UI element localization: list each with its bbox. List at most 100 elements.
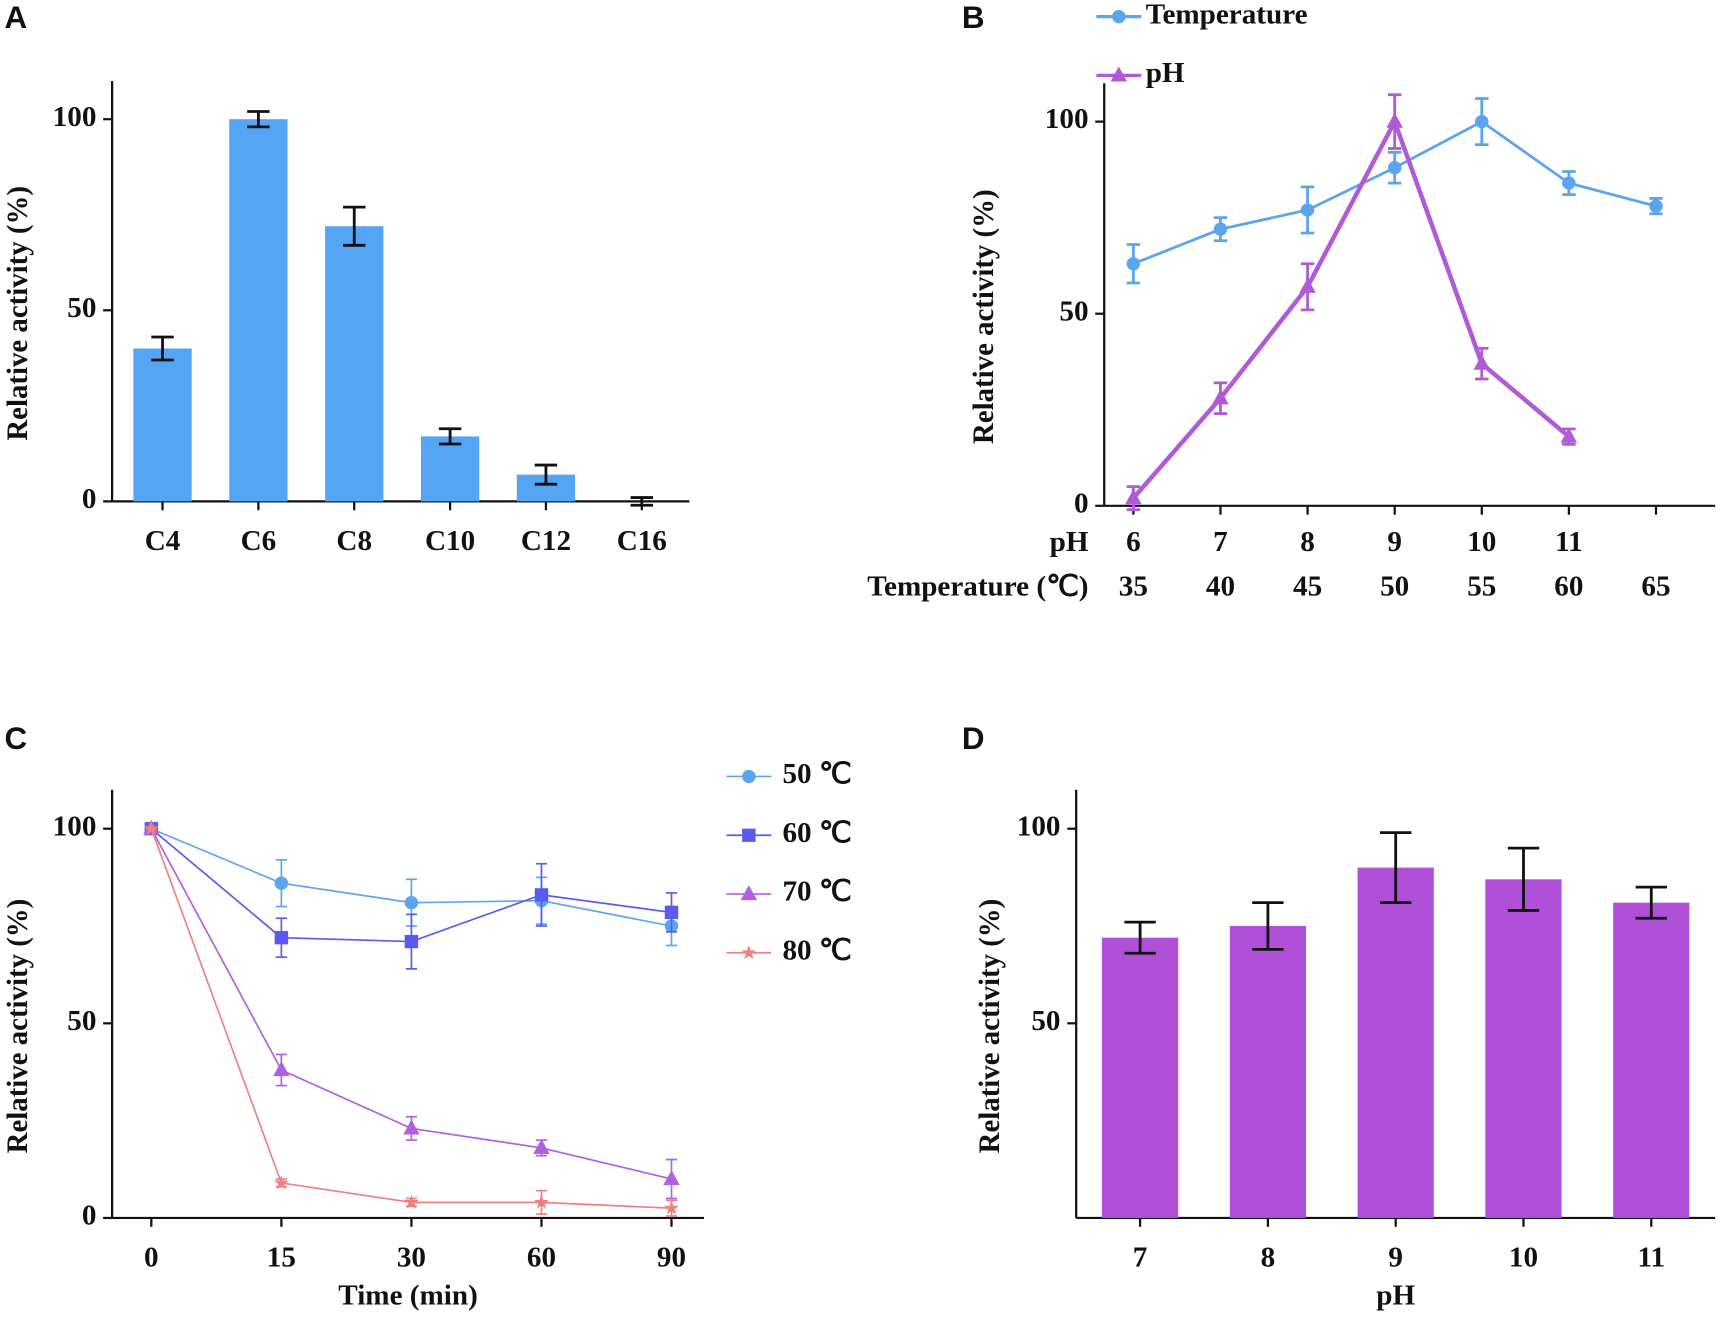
x-tick-label: 11 [1638,1242,1666,1274]
y-axis-label: Relative activity (%) [968,189,1000,444]
x-tick-label: 7 [1133,1242,1148,1274]
marker [273,1175,289,1190]
y-tick-label: 50 [1031,1005,1060,1037]
x-tick-label: 10 [1509,1242,1538,1274]
legend-label: 50 ℃ [782,758,851,790]
marker [1112,9,1126,24]
marker [664,905,679,920]
panel-letter: C [4,721,27,756]
panel-letter: D [962,721,985,756]
bar [1229,926,1307,1218]
marker [740,885,758,901]
panel-letter: A [4,0,27,35]
x-tick-label: C16 [617,525,667,557]
y-tick-label: 0 [1074,488,1089,520]
y-axis-label: Relative activity (%) [974,899,1006,1154]
marker [404,896,419,910]
bar [1357,867,1434,1218]
x-tick-label: 65 [1641,571,1670,603]
y-tick-label: 100 [1017,810,1061,842]
x-tick-label: 60 [527,1242,556,1274]
y-tick-label: 100 [53,101,97,133]
marker [1475,114,1489,129]
marker [273,1061,290,1077]
y-axis-label: Relative activity (%) [2,899,34,1154]
marker [664,1200,679,1215]
x-tick-label: 10 [1467,526,1496,558]
marker [274,876,289,890]
legend-label: Temperature [1146,0,1308,30]
error-bar [1124,920,1156,955]
marker [404,934,419,949]
error-bar [1635,885,1667,920]
x-tick-label: 11 [1555,526,1583,558]
bar [1101,937,1179,1218]
legend-label: pH [1146,57,1185,89]
x-tick-label: C8 [336,525,372,557]
y-tick-label: 0 [82,483,97,515]
marker [534,888,549,902]
bar [1613,902,1690,1218]
panel-letter: B [962,0,985,35]
marker [1387,161,1402,175]
marker [533,1138,550,1154]
bar [229,119,288,502]
x-tick-label: 60 [1554,571,1583,603]
error-bar [438,427,462,446]
marker [1125,489,1142,505]
marker [1110,66,1128,82]
error-bar [1252,901,1284,951]
bar [133,348,192,502]
bar [1485,879,1562,1218]
error-bar [151,335,174,362]
x-tick-label: C10 [425,525,475,557]
marker [663,1170,680,1186]
marker [403,1194,419,1209]
marker [1386,112,1403,128]
x-tick-label: 7 [1213,526,1228,558]
y-tick-label: 100 [1045,103,1089,135]
x-tick-label: 45 [1293,571,1322,603]
x-tick-label: 0 [144,1242,159,1274]
legend-label: 60 ℃ [782,817,851,849]
x-axis-label: Time (min) [338,1280,477,1312]
x-tick-label: C4 [145,525,181,557]
y-tick-label: 50 [1059,295,1088,327]
y-axis-label: Relative activity (%) [2,186,34,441]
line [1131,116,1571,500]
y-tick-label: 100 [53,810,97,842]
x-tick-label: 40 [1206,571,1235,603]
legend-label: 80 ℃ [782,935,851,967]
marker [1560,427,1578,443]
x-tick-label: 50 [1380,571,1409,603]
x-tick-label: 15 [267,1242,296,1274]
error-bar [247,110,270,129]
y-tick-label: 50 [67,292,96,324]
x-tick-label: 9 [1388,1242,1403,1274]
error-bar [1379,831,1412,905]
error-bar [343,205,366,247]
marker [1300,203,1315,217]
marker [742,828,756,842]
marker [741,945,757,960]
x-axis-label: pH [1376,1280,1415,1312]
marker [403,1119,420,1135]
x-tick-label: 8 [1300,526,1315,558]
x-tick-label: 55 [1467,571,1496,603]
x-tick-label: 35 [1119,571,1148,603]
x-tick-label: C12 [521,525,571,557]
marker [1299,277,1316,293]
x-tick-label: 6 [1126,526,1141,558]
marker [1126,257,1141,271]
x-row-label: Temperature (℃) [867,571,1088,603]
marker [1562,176,1576,190]
x-tick-label: 30 [397,1242,426,1274]
x-tick-label: 9 [1387,526,1402,558]
marker [533,1194,549,1209]
y-tick-label: 50 [67,1005,96,1037]
error-bar [1507,846,1540,912]
error-bar [630,496,654,507]
x-tick-label: 8 [1261,1242,1276,1274]
y-tick-label: 0 [82,1200,97,1232]
